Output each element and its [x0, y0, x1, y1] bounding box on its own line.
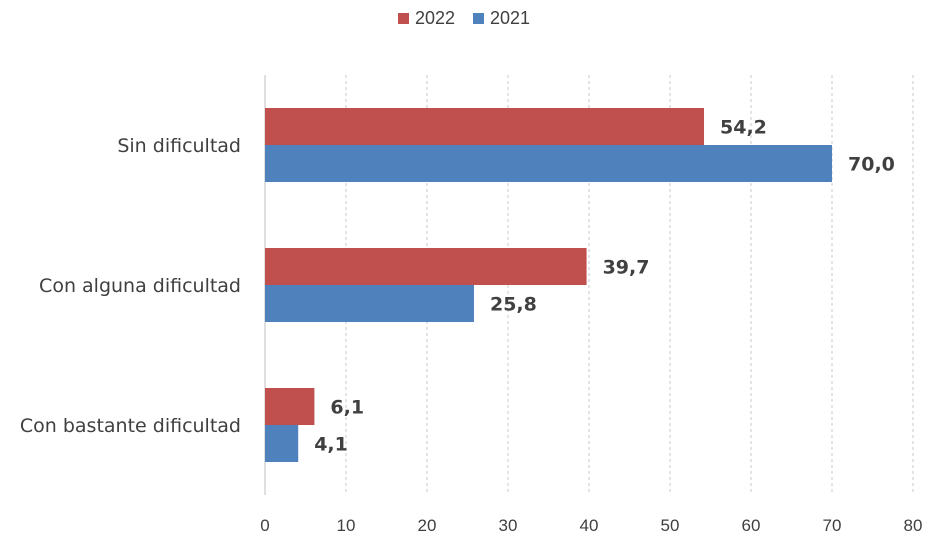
legend-swatch-2021	[473, 13, 484, 24]
x-tick-label: 30	[499, 516, 518, 535]
data-label: 39,7	[603, 257, 650, 279]
legend-label-2021: 2021	[490, 8, 531, 28]
data-label: 54,2	[720, 117, 767, 139]
legend-swatch-2022	[397, 13, 409, 24]
x-tick-label: 80	[904, 516, 923, 535]
legend-label-2022: 2022	[414, 8, 455, 28]
x-tick-label: 10	[337, 516, 356, 535]
x-tick-label: 20	[418, 516, 437, 535]
category-label: Sin dificultad	[117, 135, 241, 157]
legend-item-2021: 2021	[473, 8, 530, 29]
bar-2021	[265, 425, 299, 462]
x-tick-label: 60	[742, 516, 761, 535]
data-label: 70,0	[848, 154, 895, 176]
data-label: 4,1	[314, 434, 348, 456]
chart-legend: 2022 2021	[0, 8, 928, 29]
data-label: 6,1	[330, 397, 364, 419]
x-tick-label: 50	[661, 516, 680, 535]
x-tick-label: 0	[260, 516, 269, 535]
x-tick-label: 40	[580, 516, 599, 535]
bar-2021	[265, 285, 474, 322]
bar-2022	[265, 108, 705, 145]
category-label: Con bastante dificultad	[20, 415, 241, 437]
data-label: 25,8	[490, 294, 537, 316]
bar-2022	[265, 388, 315, 425]
bar-2021	[265, 145, 832, 182]
bar-2022	[265, 248, 587, 285]
x-tick-label: 70	[823, 516, 842, 535]
category-label: Con alguna dificultad	[39, 275, 241, 297]
legend-item-2022: 2022	[397, 8, 455, 29]
